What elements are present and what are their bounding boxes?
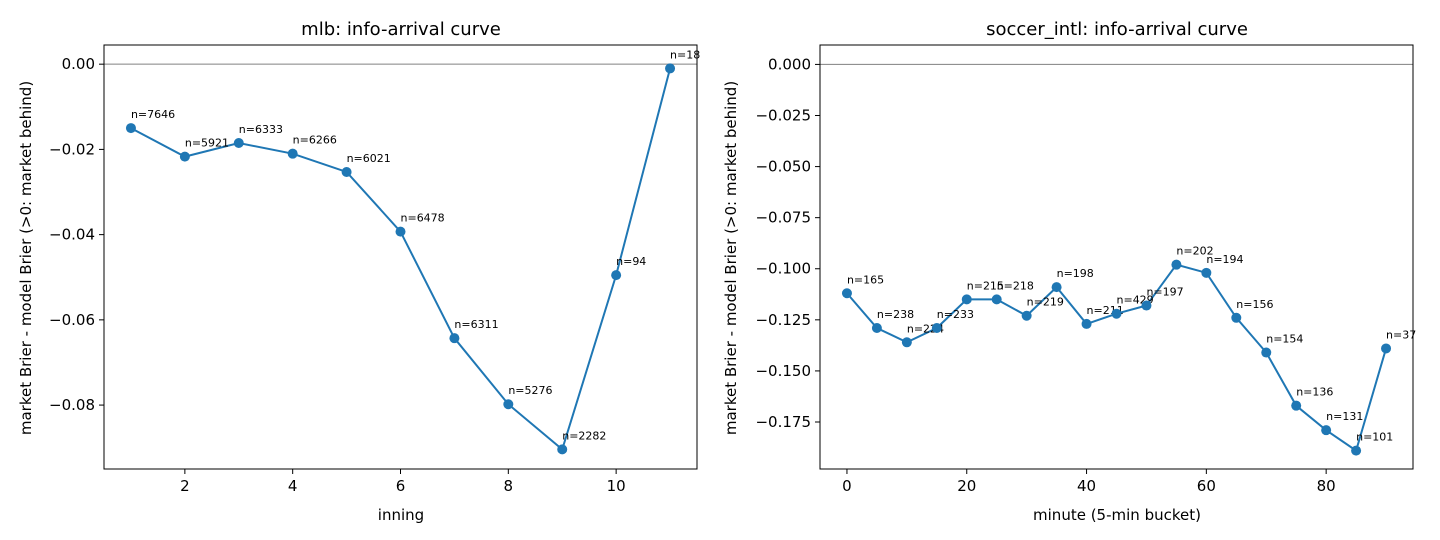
y-tick-label: −0.04 xyxy=(49,226,95,244)
x-axis-label: minute (5-min bucket) xyxy=(1033,506,1201,524)
data-point xyxy=(1141,300,1152,311)
chart-mlb: mlb: info-arrival curve inning market Br… xyxy=(17,19,700,524)
y-tick-label: −0.025 xyxy=(755,106,811,124)
data-point xyxy=(841,288,852,299)
data-point xyxy=(901,337,912,348)
plot-area: n=7646 n=5921 n=6333 n=6266 n=6021 n=6478 n=63… xyxy=(49,44,700,495)
sample-size-label: n=219 xyxy=(1027,296,1064,309)
sample-size-label: n=198 xyxy=(1057,267,1094,280)
sample-size-label: n=6311 xyxy=(454,318,498,331)
data-point xyxy=(1051,282,1062,293)
sample-size-label: n=202 xyxy=(1176,245,1213,258)
data-point xyxy=(287,148,298,159)
data-point xyxy=(1171,259,1182,270)
x-tick-label: 60 xyxy=(1197,477,1216,495)
sample-size-label: n=154 xyxy=(1266,333,1303,346)
sample-size-label: n=131 xyxy=(1326,410,1363,423)
data-point xyxy=(1111,308,1122,319)
chart-title: mlb: info-arrival curve xyxy=(301,19,501,40)
chart-title: soccer_intl: info-arrival curve xyxy=(986,19,1248,40)
x-tick-label: 8 xyxy=(504,477,514,495)
data-point xyxy=(1261,347,1272,358)
y-tick-label: −0.02 xyxy=(49,140,95,158)
data-point xyxy=(1381,343,1392,354)
y-axis-label: market Brier - model Brier (>0: market b… xyxy=(17,81,35,435)
data-point xyxy=(991,294,1002,305)
data-point xyxy=(1351,445,1362,456)
sample-size-label: n=94 xyxy=(616,255,646,268)
x-tick-label: 80 xyxy=(1317,477,1336,495)
data-point xyxy=(557,444,568,455)
sample-size-label: n=5921 xyxy=(185,137,229,150)
sample-size-label: n=6021 xyxy=(347,152,391,165)
sample-size-label: n=136 xyxy=(1296,386,1333,399)
data-point xyxy=(871,323,882,334)
x-tick-label: 20 xyxy=(957,477,976,495)
sample-size-label: n=197 xyxy=(1146,286,1183,299)
x-tick-label: 40 xyxy=(1077,477,1096,495)
data-point xyxy=(125,123,136,134)
plot-area: n=165n=238n=224n=233n=215n=218n=219n=198… xyxy=(755,44,1416,495)
sample-size-label: n=6266 xyxy=(293,134,337,147)
plot-frame xyxy=(103,44,698,470)
y-tick-label: −0.150 xyxy=(755,362,811,380)
y-tick-label: −0.06 xyxy=(49,311,95,329)
data-point xyxy=(233,138,244,149)
y-tick-label: −0.175 xyxy=(755,413,811,431)
series-line xyxy=(846,263,1388,453)
plot-frame xyxy=(819,44,1414,470)
data-point xyxy=(961,294,972,305)
sample-size-label: n=233 xyxy=(937,308,974,321)
y-tick-label: 0.00 xyxy=(62,55,95,73)
data-point xyxy=(395,226,406,237)
data-point xyxy=(341,166,352,177)
y-tick-label: 0.000 xyxy=(768,55,811,73)
sample-size-label: n=5276 xyxy=(508,384,552,397)
sample-size-label: n=37 xyxy=(1386,328,1416,341)
sample-size-label: n=218 xyxy=(997,279,1034,292)
chart-soccer-intl: soccer_intl: info-arrival curve minute (… xyxy=(722,19,1416,524)
y-axis-label: market Brier - model Brier (>0: market b… xyxy=(722,81,740,435)
sample-size-label: n=7646 xyxy=(131,108,175,121)
data-point xyxy=(931,323,942,334)
sample-size-label: n=18 xyxy=(670,48,700,61)
y-tick-label: −0.125 xyxy=(755,311,811,329)
y-tick-label: −0.050 xyxy=(755,158,811,176)
y-tick-label: −0.075 xyxy=(755,209,811,227)
data-point xyxy=(1231,312,1242,323)
data-point xyxy=(1021,310,1032,321)
sample-size-label: n=165 xyxy=(847,273,884,286)
data-point xyxy=(1201,267,1212,278)
x-tick-label: 6 xyxy=(396,477,406,495)
sample-size-label: n=2282 xyxy=(562,429,606,442)
y-tick-label: −0.100 xyxy=(755,260,811,278)
data-point xyxy=(449,333,460,344)
data-point xyxy=(1291,400,1302,411)
data-point xyxy=(611,270,622,281)
data-point xyxy=(665,63,676,74)
series-line xyxy=(130,68,672,452)
x-tick-label: 2 xyxy=(180,477,190,495)
x-tick-label: 0 xyxy=(842,477,852,495)
sample-size-label: n=194 xyxy=(1206,253,1243,266)
sample-size-label: n=6478 xyxy=(401,212,445,225)
x-tick-label: 4 xyxy=(288,477,298,495)
sample-size-label: n=156 xyxy=(1236,298,1273,311)
x-axis-label: inning xyxy=(378,506,424,524)
data-point xyxy=(1081,318,1092,329)
data-point xyxy=(179,151,190,162)
sample-size-label: n=6333 xyxy=(239,123,283,136)
x-tick-label: 10 xyxy=(607,477,626,495)
data-point xyxy=(1321,425,1332,436)
sample-size-label: n=238 xyxy=(877,308,914,321)
sample-size-label: n=101 xyxy=(1356,431,1393,444)
y-tick-label: −0.08 xyxy=(49,396,95,414)
sample-size-label: n=215 xyxy=(967,279,1004,292)
data-point xyxy=(503,399,514,410)
